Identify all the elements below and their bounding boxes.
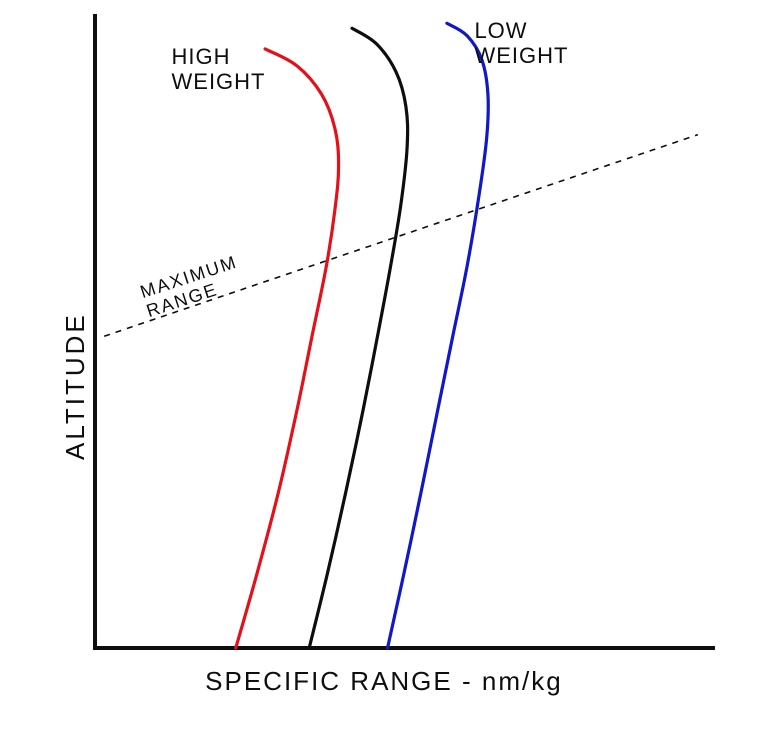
- curve-mid_weight: [309, 28, 407, 648]
- low-weight-label: LOW WEIGHT: [474, 18, 568, 69]
- range-altitude-chart: [0, 0, 781, 741]
- curve-low_weight: [388, 23, 489, 648]
- high-weight-label: HIGH WEIGHT: [172, 44, 266, 95]
- axes: [95, 16, 713, 648]
- y-axis-label: ALTITUDE: [60, 312, 91, 460]
- curve-high_weight: [236, 49, 339, 648]
- chart-container: ALTITUDE SPECIFIC RANGE - nm/kg HIGH WEI…: [0, 0, 781, 741]
- x-axis-label: SPECIFIC RANGE - nm/kg: [205, 666, 563, 697]
- weight-curves: [236, 23, 489, 648]
